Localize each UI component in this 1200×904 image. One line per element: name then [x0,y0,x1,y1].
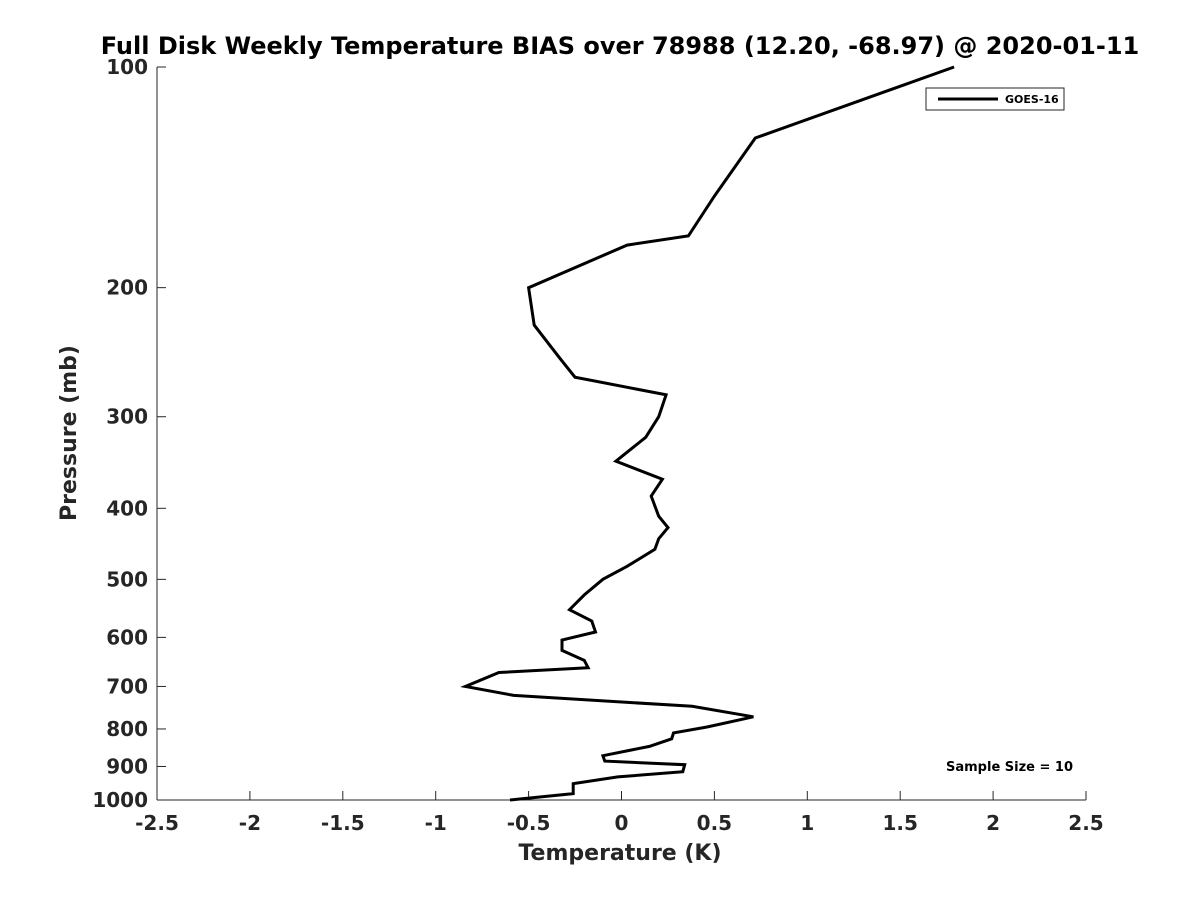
x-tick-label: 2.5 [1068,811,1103,835]
y-tick-label: 400 [106,496,148,520]
x-axis-ticks: -2.5 -2 -1.5 -1 -0.5 0 0.5 1 1.5 2 2.5 [135,791,1104,835]
y-tick-label: 1000 [92,788,148,812]
y-tick-label: 500 [106,567,148,591]
y-tick-label: 900 [106,754,148,778]
y-axis-ticks: 100 200 300 400 500 600 700 800 900 1000 [92,55,166,812]
x-tick-label: -2.5 [135,811,179,835]
x-tick-label: 0.5 [697,811,732,835]
x-tick-label: -0.5 [507,811,551,835]
x-tick-label: 1 [800,811,814,835]
chart-title: Full Disk Weekly Temperature BIAS over 7… [101,32,1140,60]
y-tick-label: 300 [106,405,148,429]
series-line-goes-16 [460,65,955,802]
y-tick-label: 200 [106,276,148,300]
y-tick-label: 700 [106,674,148,698]
y-tick-label: 600 [106,625,148,649]
y-tick-label: 100 [106,55,148,79]
x-tick-label: 0 [615,811,629,835]
x-tick-label: -2 [239,811,261,835]
x-tick-label: -1 [425,811,447,835]
x-axis-label: Temperature (K) [518,841,721,866]
sample-size-annotation: Sample Size = 10 [946,760,1073,775]
x-tick-label: 1.5 [882,811,917,835]
series-layer [460,65,955,802]
chart-legend: GOES-16 [925,87,1065,111]
x-tick-label: -1.5 [321,811,365,835]
legend-label-goes-16: GOES-16 [1005,93,1059,106]
y-tick-label: 800 [106,717,148,741]
x-tick-label: 2 [986,811,1000,835]
y-axis-label: Pressure (mb) [57,345,82,521]
